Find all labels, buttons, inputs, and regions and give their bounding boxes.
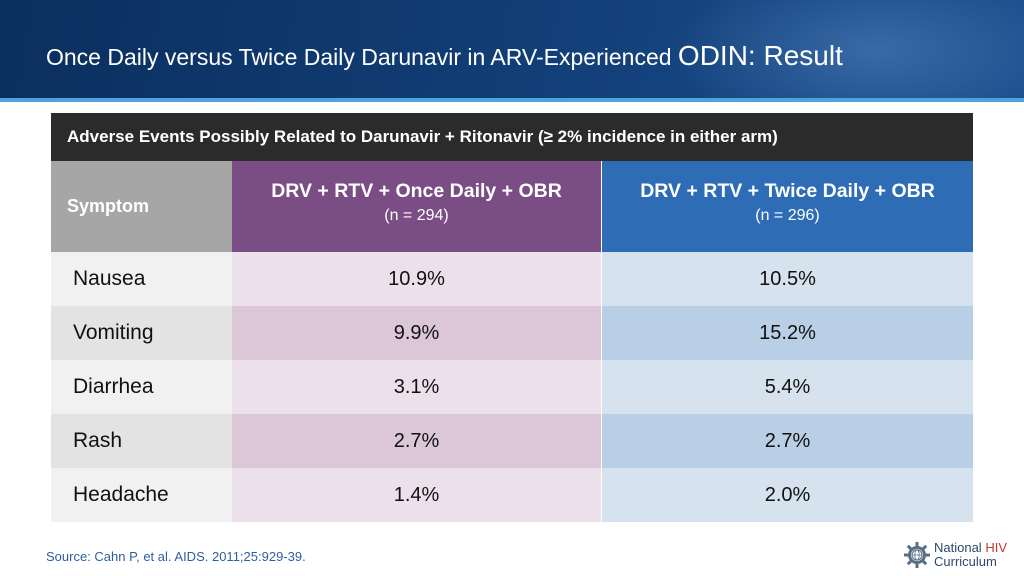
symptom-cell: Headache — [51, 468, 232, 522]
table-header-row: Symptom DRV + RTV + Once Daily + OBR (n … — [51, 161, 973, 252]
slide-title-prefix: Once Daily versus Twice Daily Darunavir … — [46, 44, 672, 70]
source-citation: Source: Cahn P, et al. AIDS. 2011;25:929… — [46, 549, 306, 564]
logo-curriculum: Curriculum — [934, 554, 997, 569]
logo-hiv: HIV — [985, 540, 1007, 555]
table-row: Vomiting 9.9% 15.2% — [51, 306, 973, 360]
arm1-header: DRV + RTV + Once Daily + OBR (n = 294) — [232, 161, 602, 252]
arm2-n: (n = 296) — [755, 207, 820, 224]
header-accent-line — [0, 98, 1024, 102]
arm1-label: DRV + RTV + Once Daily + OBR — [271, 180, 562, 202]
slide-title-suffix: ODIN: Result — [677, 40, 843, 71]
arm2-header: DRV + RTV + Twice Daily + OBR (n = 296) — [602, 161, 973, 252]
logo-national: National — [934, 540, 986, 555]
slide-header: Once Daily versus Twice Daily Darunavir … — [0, 0, 1024, 102]
slide-title: Once Daily versus Twice Daily Darunavir … — [46, 40, 843, 72]
arm1-cell: 10.9% — [232, 252, 602, 306]
gear-globe-icon — [904, 542, 930, 568]
symptom-cell: Diarrhea — [51, 360, 232, 414]
logo-text: National HIV Curriculum — [934, 541, 1007, 569]
arm2-cell: 5.4% — [602, 360, 973, 414]
symptom-cell: Nausea — [51, 252, 232, 306]
arm1-cell: 9.9% — [232, 306, 602, 360]
adverse-events-table: Adverse Events Possibly Related to Darun… — [51, 113, 973, 522]
arm1-n: (n = 294) — [384, 207, 449, 224]
arm2-cell: 2.0% — [602, 468, 973, 522]
arm2-cell: 15.2% — [602, 306, 973, 360]
table-row: Nausea 10.9% 10.5% — [51, 252, 973, 306]
symptom-cell: Vomiting — [51, 306, 232, 360]
symptom-header: Symptom — [51, 161, 232, 252]
arm1-cell: 3.1% — [232, 360, 602, 414]
arm2-cell: 10.5% — [602, 252, 973, 306]
national-hiv-curriculum-logo: National HIV Curriculum — [903, 541, 1007, 569]
arm1-cell: 1.4% — [232, 468, 602, 522]
arm2-cell: 2.7% — [602, 414, 973, 468]
table-row: Diarrhea 3.1% 5.4% — [51, 360, 973, 414]
arm2-label: DRV + RTV + Twice Daily + OBR — [640, 180, 935, 202]
table-row: Rash 2.7% 2.7% — [51, 414, 973, 468]
header-glow — [664, 0, 1024, 102]
table-caption: Adverse Events Possibly Related to Darun… — [51, 113, 973, 161]
arm1-cell: 2.7% — [232, 414, 602, 468]
table-row: Headache 1.4% 2.0% — [51, 468, 973, 522]
symptom-cell: Rash — [51, 414, 232, 468]
